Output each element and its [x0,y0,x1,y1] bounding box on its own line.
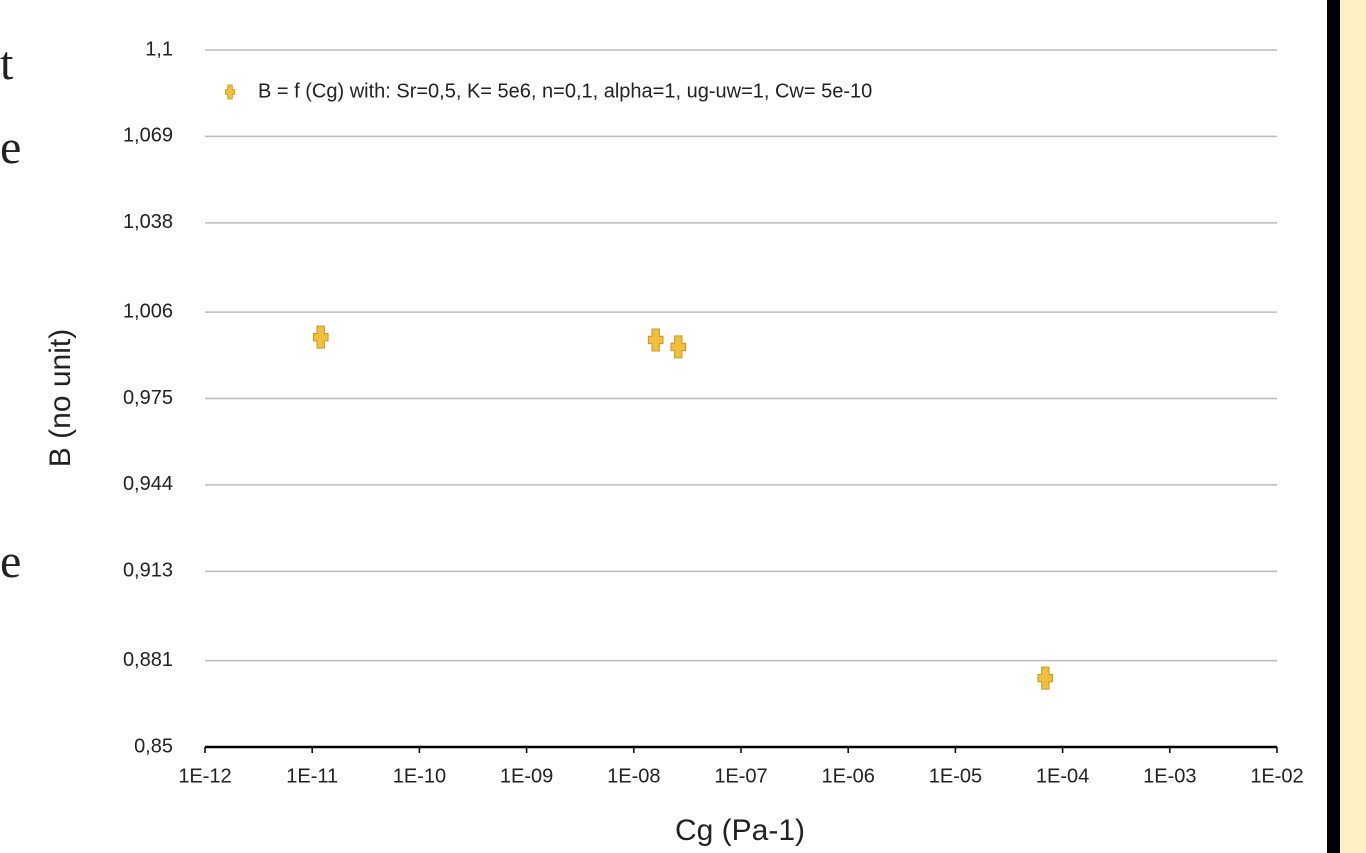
y-tick-label: 0,975 [123,387,173,409]
marker [647,328,664,352]
x-tick-label: 1E-11 [286,765,338,787]
y-tick-label: 1,1 [145,38,173,60]
side-panel [1340,0,1366,853]
marker [1037,666,1054,690]
y-tick-label: 0,881 [123,649,173,671]
y-axis-title: B (no unit) [44,329,77,467]
x-tick-label: 1E-05 [929,765,982,787]
y-tick-label: 1,006 [123,300,173,322]
x-tick-label: 1E-04 [1036,765,1089,787]
marker [670,335,687,359]
y-tick-label: 0,944 [123,473,173,495]
x-tick-label: 1E-09 [500,765,553,787]
y-tick-label: 0,913 [123,560,173,582]
side-bar [1327,0,1340,853]
x-tick-label: 1E-06 [822,765,875,787]
x-tick-label: 1E-03 [1143,765,1196,787]
x-tick-label: 1E-07 [714,765,767,787]
x-tick-label: 1E-12 [178,765,231,787]
x-axis-title: Cg (Pa-1) [675,814,805,847]
legend-marker [224,84,236,100]
legend-label: B = f (Cg) with: Sr=0,5, K= 5e6, n=0,1, … [258,80,872,102]
x-tick-label: 1E-10 [393,765,446,787]
y-tick-label: 0,85 [134,735,173,757]
y-tick-label: 1,038 [123,211,173,233]
text-fragment: t [0,37,14,90]
text-fragment: e [0,535,21,588]
x-tick-label: 1E-08 [607,765,660,787]
marker [312,325,329,349]
x-tick-label: 1E-02 [1250,765,1303,787]
y-tick-label: 1,069 [123,125,173,147]
text-fragment: e [0,121,21,174]
